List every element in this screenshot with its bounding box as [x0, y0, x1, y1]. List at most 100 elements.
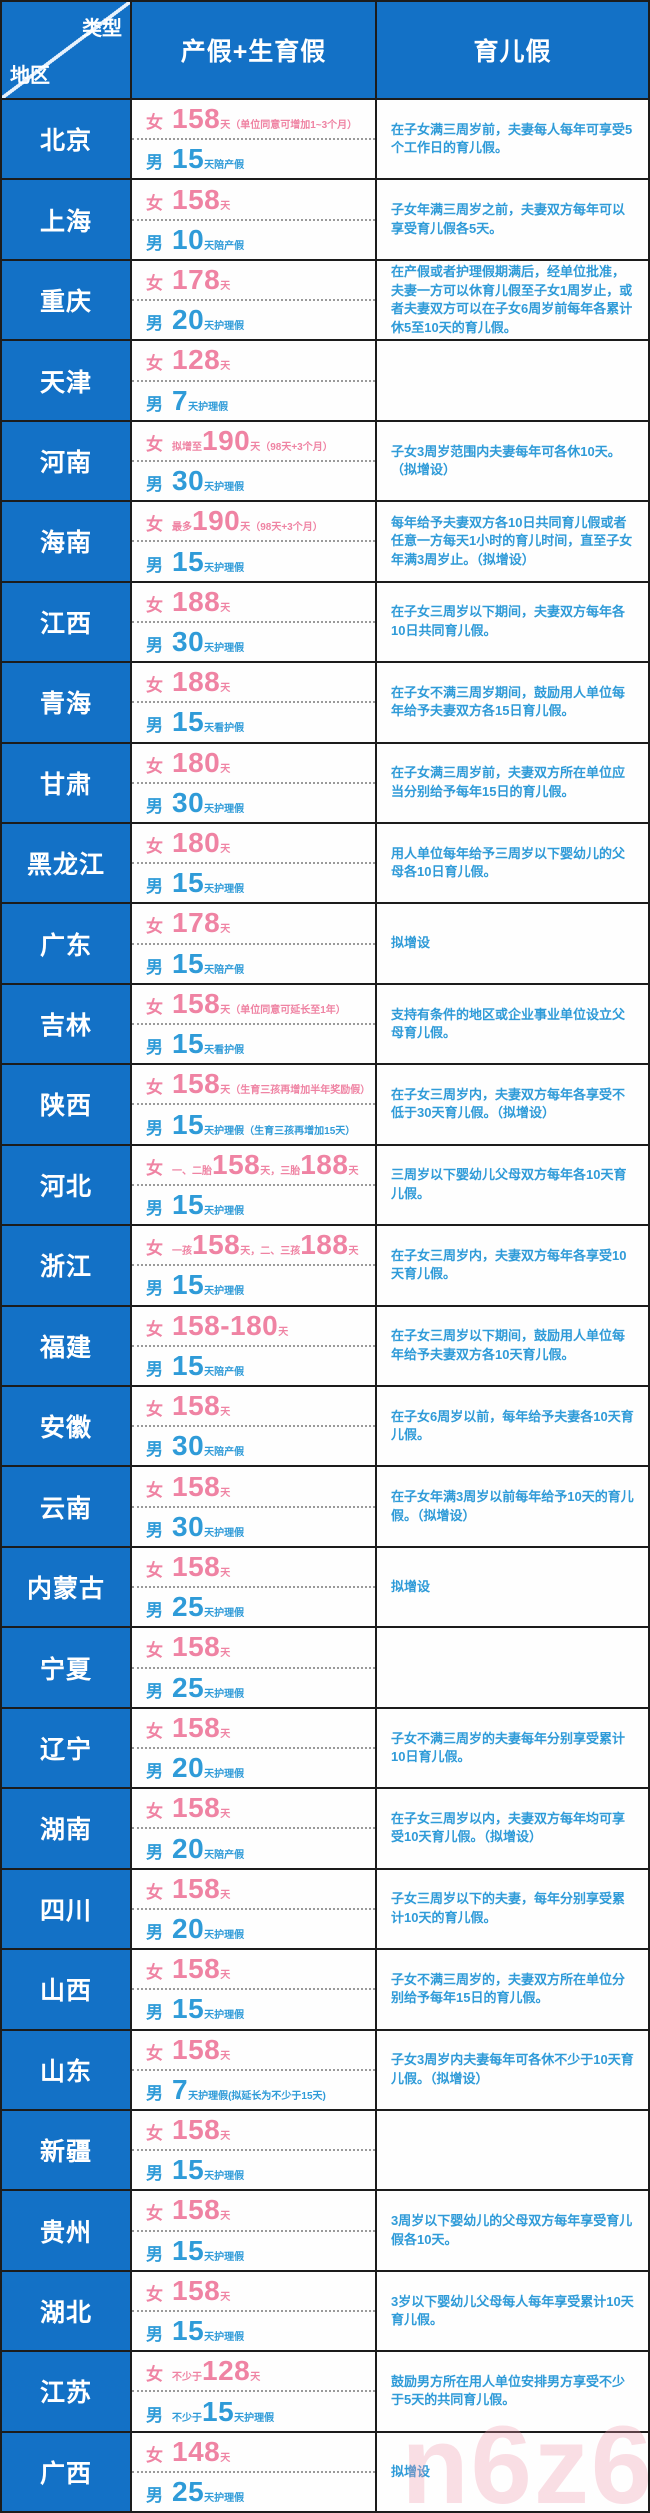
male-leave-line: 男 15天护理假 [146, 545, 244, 577]
male-gender-label: 男 [146, 555, 163, 575]
region-cell: 河南 [2, 421, 132, 501]
female-leave-note: 天 [220, 280, 231, 292]
maternity-leave-cell: 女 178天男 20天护理假 [132, 260, 377, 340]
region-cell: 浙江 [2, 1226, 132, 1305]
female-leave: 女 158天 [132, 2272, 375, 2310]
female-leave-line: 女 158天 [146, 1552, 230, 1581]
male-leave-days: 20 [172, 1832, 205, 1864]
region-cell: 陕西 [2, 1065, 132, 1144]
male-gender-label: 男 [146, 2325, 163, 2345]
male-leave-days: 15 [172, 545, 205, 577]
male-leave-days: 15 [172, 1993, 205, 2025]
female-leave: 女 148天 [132, 2433, 375, 2471]
female-leave: 女 158天 [132, 1467, 375, 1505]
female-leave-days: 158 [172, 987, 221, 1019]
female-leave-line: 女一、二胎158天，三胎188天 [146, 1148, 358, 1180]
female-leave-days: 128 [202, 2355, 251, 2387]
female-leave-note: （98天+3个月） [260, 441, 333, 453]
table-row: 海南女最多190天（98天+3个月） 男 15天护理假 每年给予夫妻双方各10日共同育… [2, 500, 648, 581]
female-leave-line: 女一孩158天，二、三孩188天 [146, 1231, 358, 1259]
female-leave-note: 二、三孩 [260, 1246, 301, 1258]
male-leave: 男 30天护理假 [132, 1508, 375, 1546]
parental-leave-cell: 每年给予夫妻双方各10日共同育儿假或者任意一方每天1小时的育儿时间，直至子女年满… [391, 514, 633, 567]
maternity-leave-cell: 女 158天男 15天护理假 [132, 2191, 377, 2270]
dotted-divider [132, 620, 375, 623]
dotted-divider [132, 2229, 375, 2232]
maternity-leave-cell: 女 158天（生育三孩再增加半年奖励假） 男 15天护理假（生育三孩再增加15天） [132, 1065, 377, 1144]
male-gender-label: 男 [146, 796, 163, 816]
female-gender-label: 女 [146, 1158, 163, 1178]
region-cell: 新疆 [2, 2110, 132, 2190]
female-leave-note: （生育三孩再增加半年奖励假） [230, 1085, 371, 1097]
header-corner-cell: 类型 地区 [2, 2, 132, 98]
male-leave-line: 男 15天护理假 [146, 2236, 244, 2265]
male-gender-label: 男 [146, 1440, 163, 1460]
female-leave-note: 拟增至 [172, 441, 202, 453]
female-leave-line: 女 180天 [146, 746, 230, 778]
male-leave: 男 15天陪产假 [132, 945, 375, 983]
female-leave-note: 最多 [172, 522, 192, 534]
male-leave-note: 天护理假 [204, 2010, 245, 2022]
dotted-divider [132, 1586, 375, 1589]
female-gender-label: 女 [146, 2204, 163, 2224]
male-leave: 男 15天护理假 [132, 864, 375, 902]
male-leave-note: 天护理假 [204, 1929, 245, 1941]
female-leave: 女不少于128天 [132, 2352, 375, 2390]
male-leave-note: 天护理假 [204, 1527, 245, 1539]
maternity-leave-cell: 女 158天男 15天护理假 [132, 2271, 377, 2351]
male-leave-days: 25 [172, 2476, 205, 2508]
female-gender-label: 女 [146, 1480, 163, 1500]
table-row: 山西女 158天男 15天护理假 子女不满三周岁的，夫妻双方所在单位分别给予每年15日… [2, 1948, 648, 2029]
region-cell: 山西 [2, 1950, 132, 2029]
parental-leave-cell: 子女3周岁范围内夫妻每年可各休10天。（拟增设） [391, 443, 621, 477]
dotted-divider [132, 1505, 375, 1508]
female-gender-label: 女 [146, 1239, 163, 1259]
female-gender-label: 女 [146, 273, 163, 293]
parental-leave-cell: 支持有条件的地区或企业事业单位设立父母育儿假。 [391, 1006, 626, 1041]
region-cell: 湖北 [2, 2271, 132, 2351]
female-leave-days: 180 [172, 827, 221, 859]
male-gender-label: 男 [146, 2083, 163, 2103]
maternity-leave-cell: 女 180天男 30天护理假 [132, 743, 377, 822]
female-leave-line: 女 158天（单位同意可增加1~3个月） [146, 105, 357, 133]
female-leave: 女 180天 [132, 744, 375, 782]
male-gender-label: 男 [146, 957, 163, 977]
female-gender-label: 女 [146, 997, 163, 1017]
male-leave-days: 15 [172, 1269, 205, 1301]
dotted-divider [132, 1988, 375, 1991]
dotted-divider [132, 862, 375, 865]
female-leave-days: 158 [172, 1470, 221, 1502]
maternity-leave-cell: 女 158天男 25天护理假 [132, 1628, 377, 1707]
female-leave-days: 188 [300, 1148, 349, 1180]
male-leave-days: 7 [172, 384, 189, 416]
parental-leave-cell: 在子女满三周岁前，夫妻双方所在单位应当分别给予每年15日的育儿假。 [391, 765, 626, 799]
parental-leave-cell [377, 1628, 648, 1706]
female-leave-note: 天 [220, 2211, 231, 2223]
female-leave-note: 天 [250, 441, 261, 453]
maternity-leave-cell: 女 188天男 15天看护假 [132, 663, 377, 742]
male-leave-note: 天护理假 [204, 1206, 245, 1218]
female-gender-label: 女 [146, 1963, 163, 1983]
male-gender-label: 男 [146, 877, 163, 897]
male-leave-line: 男 7天护理假(拟延长为不少于15天) [146, 2075, 326, 2104]
parental-leave-cell: 子女不满三周岁的，夫妻双方所在单位分别给予每年15日的育儿假。 [391, 1971, 626, 2006]
female-leave-days: 180 [172, 746, 221, 778]
female-gender-label: 女 [146, 1078, 163, 1098]
header-maternity-column: 产假+生育假 [132, 2, 377, 98]
female-leave-note: 天 [240, 522, 251, 534]
table-row: 湖南女 158天男 20天陪产假 在子女三周岁以内，夫妻双方每年均可享受10天育儿假。… [2, 1787, 648, 1868]
female-leave: 女 178天 [132, 904, 375, 942]
male-leave: 男 15天护理假 [132, 1990, 375, 2028]
region-cell: 湖南 [2, 1789, 132, 1868]
parental-leave-cell: 用人单位每年给予三周岁以下婴幼儿的父母各10日育儿假。 [391, 845, 626, 880]
dotted-divider [132, 1183, 375, 1186]
male-leave: 男 15天护理假 [132, 2312, 375, 2350]
female-leave-note: 天， [240, 1246, 261, 1258]
table-row: 北京女 158天（单位同意可增加1~3个月） 男 15天陪产假 在子女满三周岁前，夫妻每… [2, 98, 648, 179]
female-leave-note: 天 [220, 602, 231, 614]
male-leave-days: 15 [172, 1189, 205, 1221]
female-leave-note: 天 [220, 361, 231, 373]
table-row: 宁夏女 158天男 25天护理假 [2, 1626, 648, 1707]
female-gender-label: 女 [146, 1641, 163, 1661]
female-leave: 女 180天 [132, 824, 375, 862]
